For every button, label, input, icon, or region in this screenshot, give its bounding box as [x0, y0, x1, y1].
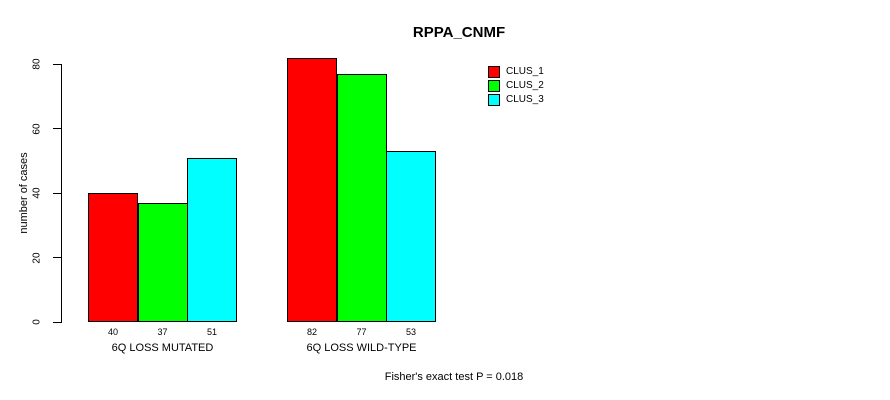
chart-title: RPPA_CNMF [412, 24, 506, 41]
y-tick [53, 128, 61, 129]
bar-value-label: 51 [206, 327, 218, 337]
bar-value-label: 40 [107, 327, 119, 337]
legend-swatch-clus_1 [488, 66, 500, 78]
bar-value-label: 82 [306, 327, 318, 337]
legend-label: CLUS_3 [506, 94, 544, 105]
y-tick [53, 321, 61, 323]
bar-clus_2-1 [137, 202, 188, 322]
y-axis-label: number of cases [18, 152, 30, 234]
y-tick-label: 0 [31, 319, 43, 325]
legend-label: CLUS_2 [506, 80, 544, 91]
bar-value-label: 53 [405, 327, 417, 337]
y-tick [53, 192, 61, 194]
y-tick-label: 60 [31, 122, 43, 135]
bar-value-label: 77 [356, 327, 367, 337]
bar-clus_1-1 [88, 193, 138, 322]
y-tick-label: 40 [31, 187, 43, 199]
footer-annotation: Fisher's exact test P = 0.018 [384, 371, 524, 383]
legend-label: CLUS_1 [506, 66, 544, 77]
legend-swatch-clus_2 [488, 80, 500, 92]
y-tick [53, 257, 61, 258]
y-axis-line [61, 64, 62, 323]
group-label: 6Q LOSS WILD-TYPE [306, 342, 417, 354]
bar-value-label: 37 [157, 327, 168, 337]
legend-swatch-clus_3 [488, 94, 500, 106]
y-tick-label: 20 [31, 251, 43, 264]
group-label: 6Q LOSS MUTATED [111, 342, 214, 354]
y-tick-label: 80 [31, 58, 43, 70]
bar-clus_2-2 [336, 73, 387, 322]
bar-clus_3-2 [386, 151, 436, 322]
bar-clus_3-1 [187, 157, 237, 322]
bar-clus_1-2 [287, 57, 337, 322]
y-tick [53, 63, 61, 65]
